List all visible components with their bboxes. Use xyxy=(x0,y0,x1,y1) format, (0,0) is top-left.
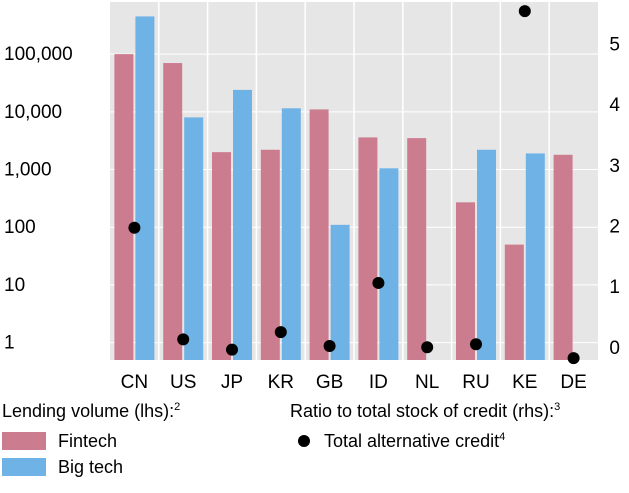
bars xyxy=(114,16,573,361)
legend-item-fintech: Fintech xyxy=(2,428,180,454)
chart-svg: 1 10 100 1,000 10,000 100,000 0 1 2 3 4 5 CN US JP KR GB… xyxy=(4,2,620,393)
bar-bigtech-KE xyxy=(525,153,545,360)
category-label-KR: KR xyxy=(268,372,294,393)
left-tick-label-4: 10,000 xyxy=(4,102,62,123)
right-tick-label-3: 3 xyxy=(609,156,620,177)
bigtech-swatch xyxy=(2,458,46,476)
category-label-US: US xyxy=(170,372,196,393)
right-tick-label-0: 0 xyxy=(609,338,620,359)
legend-lhs: Lending volume (lhs):2 Fintech Big tech xyxy=(2,401,180,480)
legend-item-total-alt-credit: Total alternative credit4 xyxy=(290,428,560,454)
bar-fintech-NL xyxy=(407,138,427,360)
legend-rhs: Ratio to total stock of credit (rhs):3 T… xyxy=(290,401,560,454)
point-total-alt-credit-DE xyxy=(567,352,580,365)
right-tick-label-1: 1 xyxy=(609,277,620,298)
legend-lhs-title: Lending volume (lhs):2 xyxy=(2,401,181,421)
left-tick-label-1: 10 xyxy=(4,275,25,296)
scatter-points xyxy=(128,5,580,365)
legend-label-bigtech: Big tech xyxy=(58,456,124,477)
left-tick-label-5: 100,000 xyxy=(4,44,73,65)
category-label-NL: NL xyxy=(415,372,439,393)
bar-fintech-CN xyxy=(114,54,134,360)
point-total-alt-credit-NL xyxy=(421,341,434,354)
category-label-CN: CN xyxy=(121,372,148,393)
left-tick-label-0: 1 xyxy=(4,333,15,354)
bar-bigtech-US xyxy=(184,117,204,360)
bar-bigtech-ID xyxy=(379,168,399,360)
legend-label-fintech: Fintech xyxy=(58,430,118,451)
bar-bigtech-GB xyxy=(330,224,350,360)
left-tick-label-2: 100 xyxy=(4,217,36,238)
fintech-swatch xyxy=(2,432,46,450)
category-label-RU: RU xyxy=(462,372,489,393)
point-total-alt-credit-RU xyxy=(470,338,482,351)
point-total-alt-credit-GB xyxy=(323,340,336,353)
bar-fintech-JP xyxy=(212,152,231,360)
legend-rhs-title: Ratio to total stock of credit (rhs):3 xyxy=(290,401,561,421)
left-tick-label-3: 1,000 xyxy=(4,160,52,181)
bar-fintech-KR xyxy=(260,149,280,360)
legend-item-bigtech: Big tech xyxy=(2,454,180,480)
point-total-alt-credit-KE xyxy=(518,5,531,18)
bar-bigtech-RU xyxy=(477,149,496,360)
tick-labels: 1 10 100 1,000 10,000 100,000 0 1 2 3 4 5 CN US JP KR GB… xyxy=(4,34,620,393)
bar-bigtech-CN xyxy=(135,16,155,361)
point-total-alt-credit-CN xyxy=(128,221,141,234)
dot-marker-icon xyxy=(298,435,310,447)
bar-bigtech-JP xyxy=(233,89,252,360)
point-total-alt-credit-ID xyxy=(372,276,385,289)
bar-bigtech-KR xyxy=(281,108,301,360)
bar-fintech-KE xyxy=(504,244,524,360)
right-tick-label-5: 5 xyxy=(609,34,620,55)
bar-fintech-RU xyxy=(456,202,475,360)
category-label-GB: GB xyxy=(316,372,343,393)
right-tick-label-2: 2 xyxy=(609,217,620,238)
category-label-JP: JP xyxy=(221,372,243,393)
category-label-ID: ID xyxy=(369,372,388,393)
bar-fintech-DE xyxy=(553,154,573,360)
point-total-alt-credit-JP xyxy=(226,343,238,356)
category-label-KE: KE xyxy=(512,372,537,393)
legend-label-total-alt-credit: Total alternative credit4 xyxy=(324,430,506,451)
bar-fintech-GB xyxy=(309,109,329,360)
point-total-alt-credit-KR xyxy=(274,326,287,339)
bar-fintech-ID xyxy=(358,137,378,360)
category-label-DE: DE xyxy=(560,372,586,393)
bar-fintech-US xyxy=(163,63,183,361)
right-tick-label-4: 4 xyxy=(609,95,620,116)
point-total-alt-credit-US xyxy=(177,333,190,346)
